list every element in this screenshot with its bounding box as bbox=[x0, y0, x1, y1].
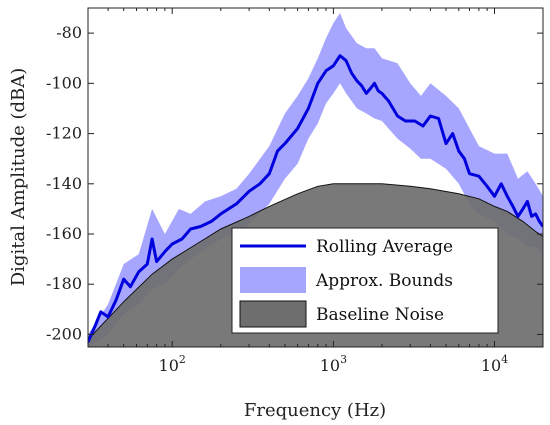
y-axis-title: Digital Amplitude (dBA) bbox=[8, 68, 29, 287]
x-axis-ticks: 102 103 104 bbox=[87, 8, 544, 375]
y-tick-label: -120 bbox=[46, 124, 82, 143]
y-tick-label: -100 bbox=[46, 73, 82, 92]
legend-swatch-baseline-noise bbox=[239, 300, 307, 328]
x-tick-label: 103 bbox=[320, 353, 347, 375]
y-tick-label: -160 bbox=[46, 224, 82, 243]
legend: Rolling Average Approx. Bounds Baseline No… bbox=[231, 227, 499, 334]
rolling-average-line bbox=[88, 54, 543, 343]
y-tick-label: -200 bbox=[46, 324, 82, 343]
legend-label: Baseline Noise bbox=[316, 305, 444, 325]
plot-frame bbox=[87, 7, 544, 348]
legend-label: Approx. Bounds bbox=[315, 271, 453, 291]
approx-bounds-band bbox=[88, 13, 543, 347]
y-tick-label: -140 bbox=[46, 174, 82, 193]
y-tick-label: -180 bbox=[46, 274, 82, 293]
legend-swatch-approx-bounds bbox=[240, 267, 306, 293]
x-tick-label: 102 bbox=[159, 353, 186, 375]
x-tick-label: 104 bbox=[481, 353, 508, 375]
x-axis-title: Frequency (Hz) bbox=[244, 400, 386, 421]
y-axis-ticks: -80 -100 -120 -140 -160 -180 -200 bbox=[46, 23, 543, 343]
y-tick-label: -80 bbox=[56, 23, 82, 42]
legend-label: Rolling Average bbox=[316, 237, 453, 257]
